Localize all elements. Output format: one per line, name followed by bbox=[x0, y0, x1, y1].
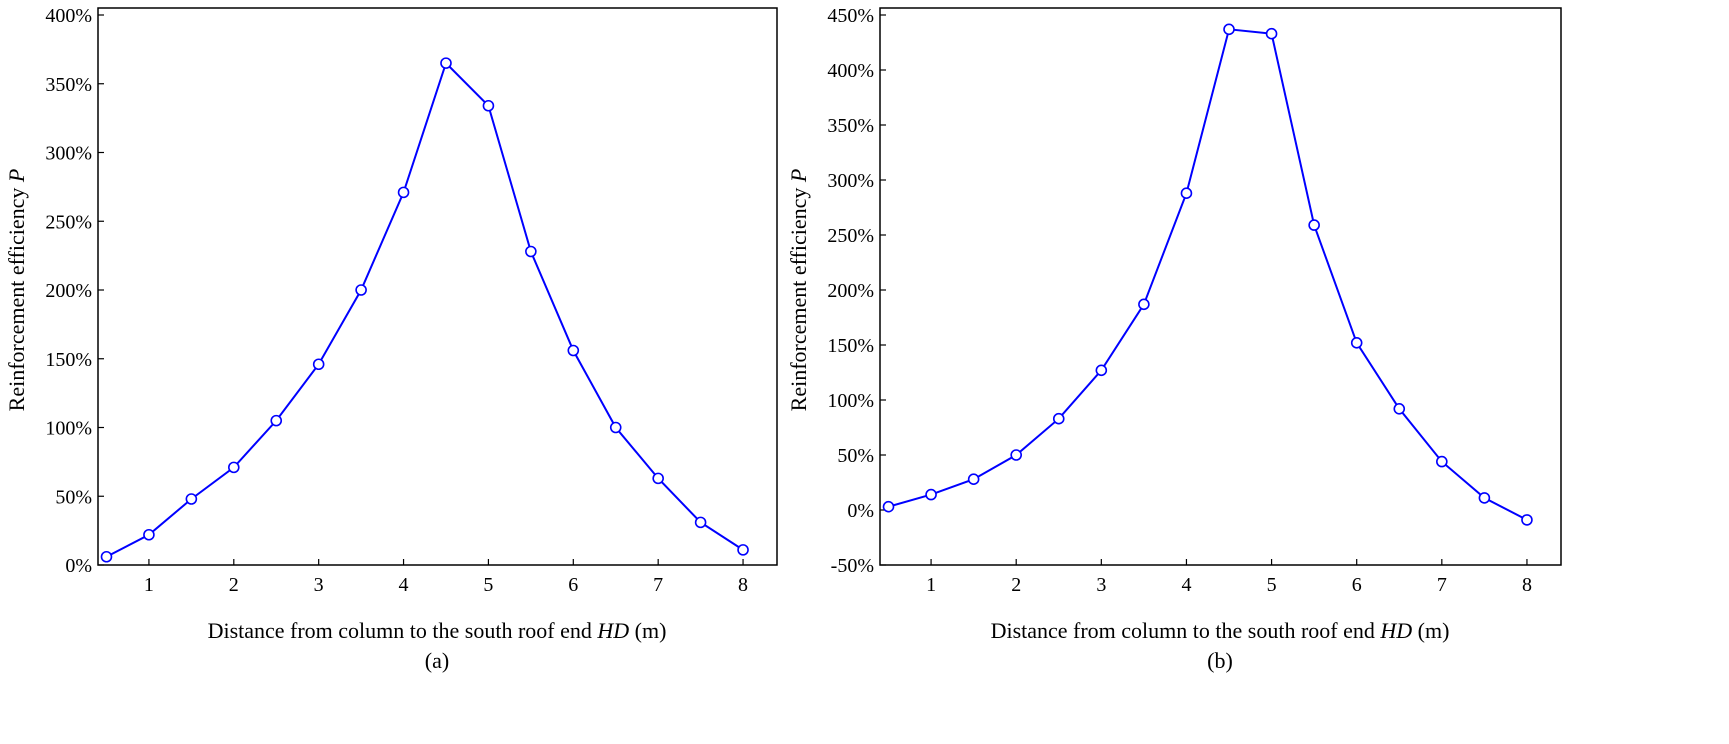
data-point bbox=[440, 57, 452, 69]
x-tick-label: 5 bbox=[1267, 574, 1277, 596]
data-point bbox=[270, 414, 283, 427]
data-series-line bbox=[888, 28, 1528, 521]
y-axis-title-text: Reinforcement efficiency bbox=[786, 182, 811, 411]
plot-frame bbox=[97, 7, 778, 566]
x-axis-title-text: Distance from column to the south roof e… bbox=[991, 618, 1381, 643]
y-tick-label: 150% bbox=[827, 335, 874, 357]
y-tick-label: 350% bbox=[827, 115, 874, 137]
x-tick-label: 2 bbox=[1011, 574, 1021, 596]
x-tick-label: 1 bbox=[926, 574, 936, 596]
y-tick-label: 250% bbox=[827, 225, 874, 247]
data-point bbox=[312, 358, 325, 371]
data-point bbox=[609, 421, 622, 434]
data-point bbox=[694, 516, 707, 529]
x-axis-title: Distance from column to the south roof e… bbox=[991, 618, 1450, 643]
data-point bbox=[567, 344, 580, 357]
x-tick-label: 6 bbox=[568, 574, 578, 596]
y-tick-label: 50% bbox=[55, 486, 92, 508]
y-tick-label: 400% bbox=[827, 60, 874, 82]
y-tick-label: 400% bbox=[45, 5, 92, 27]
data-point bbox=[1350, 336, 1363, 349]
data-point bbox=[1521, 514, 1533, 526]
plot-frame bbox=[879, 7, 1562, 566]
y-tick-label: 200% bbox=[827, 280, 874, 302]
x-tick-label: 5 bbox=[483, 574, 493, 596]
data-point bbox=[1180, 187, 1193, 199]
y-tick-label: 100% bbox=[45, 418, 92, 440]
data-point bbox=[355, 284, 367, 296]
x-tick-label: 7 bbox=[653, 574, 663, 596]
x-tick-label: 7 bbox=[1437, 574, 1447, 596]
y-axis-title-text: Reinforcement efficiency bbox=[4, 182, 29, 411]
x-axis-title-symbol: HD bbox=[1379, 618, 1412, 643]
data-point bbox=[228, 461, 240, 474]
y-tick-label: 350% bbox=[45, 74, 92, 96]
data-point bbox=[882, 500, 895, 513]
data-point bbox=[1095, 364, 1108, 377]
y-tick-label: 50% bbox=[837, 445, 874, 467]
x-axis-title-symbol: HD bbox=[596, 618, 629, 643]
x-tick-label: 8 bbox=[738, 574, 748, 596]
x-axis-title: Distance from column to the south roof e… bbox=[208, 618, 667, 643]
y-tick-label: 250% bbox=[45, 211, 92, 233]
y-tick-label: 450% bbox=[827, 5, 874, 27]
data-point bbox=[737, 544, 749, 556]
y-tick-label: -50% bbox=[831, 555, 874, 577]
x-axis-title-unit: (m) bbox=[629, 618, 666, 643]
y-tick-label: 200% bbox=[45, 280, 92, 302]
data-series-line bbox=[106, 61, 744, 558]
y-tick-label: 100% bbox=[827, 390, 874, 412]
y-axis-title: Reinforcement efficiency P bbox=[786, 169, 811, 412]
x-tick-label: 3 bbox=[1096, 574, 1106, 596]
data-point bbox=[967, 473, 980, 486]
y-axis-title: Reinforcement efficiency P bbox=[4, 169, 29, 412]
y-axis-title-symbol: P bbox=[4, 169, 29, 183]
data-point bbox=[1265, 27, 1278, 40]
data-point bbox=[925, 488, 937, 501]
y-tick-label: 0% bbox=[65, 555, 92, 577]
data-point bbox=[482, 99, 495, 112]
chart-panel-a: 0% 50% 100% 150% 200% 250% 300% 350% 400% 1 2 3 4 5 6 7… bbox=[4, 5, 778, 673]
data-point bbox=[1223, 23, 1235, 36]
data-point bbox=[1138, 298, 1150, 311]
x-tick-label: 3 bbox=[314, 574, 324, 596]
data-point bbox=[1052, 412, 1065, 425]
x-tick-label: 1 bbox=[144, 574, 154, 596]
data-point bbox=[185, 493, 198, 505]
x-tick-label: 8 bbox=[1522, 574, 1532, 596]
y-axis-title-symbol: P bbox=[786, 169, 811, 183]
x-tick-label: 2 bbox=[229, 574, 239, 596]
x-tick-label: 6 bbox=[1352, 574, 1362, 596]
y-tick-label: 0% bbox=[847, 500, 874, 522]
x-axis-title-text: Distance from column to the south roof e… bbox=[208, 618, 598, 643]
y-tick-label: 300% bbox=[827, 170, 874, 192]
data-point bbox=[652, 472, 664, 485]
data-point bbox=[100, 550, 113, 563]
data-point bbox=[1478, 492, 1491, 504]
data-point bbox=[1308, 219, 1320, 231]
data-point bbox=[397, 186, 410, 199]
data-point bbox=[1010, 449, 1023, 461]
data-point bbox=[1436, 455, 1448, 468]
panel-label: (b) bbox=[1207, 648, 1233, 673]
x-tick-label: 4 bbox=[1181, 574, 1191, 596]
x-axis-title-unit: (m) bbox=[1412, 618, 1449, 643]
data-point bbox=[143, 528, 155, 541]
y-tick-label: 300% bbox=[45, 143, 92, 165]
panel-label: (a) bbox=[425, 648, 449, 673]
data-point bbox=[525, 245, 537, 258]
x-tick-label: 4 bbox=[399, 574, 409, 596]
chart-panel-b: -50% 0% 50% 100% 150% 200% 250% 300% 350% 400% 450… bbox=[786, 5, 1562, 673]
y-tick-label: 150% bbox=[45, 349, 92, 371]
data-point bbox=[1393, 402, 1406, 415]
